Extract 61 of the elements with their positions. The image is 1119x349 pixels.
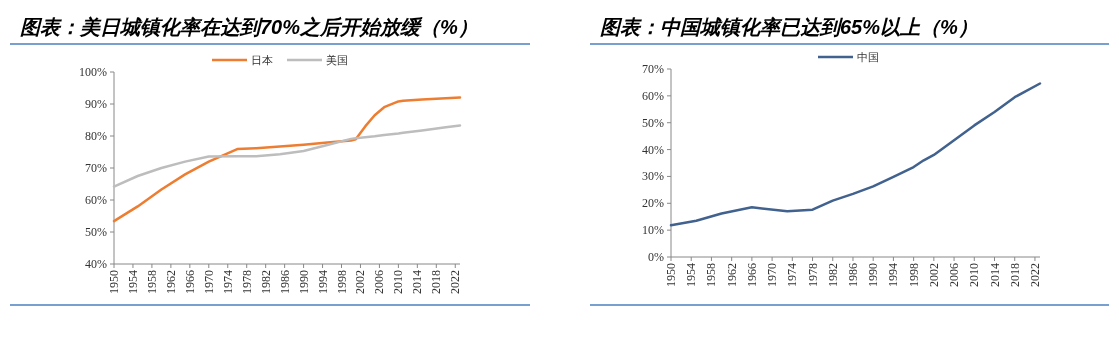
y-tick-label: 100% (79, 65, 107, 79)
x-tick-label: 2002 (926, 263, 941, 287)
y-tick-label: 0% (648, 250, 664, 264)
x-tick-label: 1970 (765, 263, 780, 287)
x-tick-label: 1974 (785, 263, 800, 287)
x-tick-label: 1962 (724, 263, 739, 287)
x-tick-label: 2006 (372, 270, 387, 294)
x-tick-label: 1990 (866, 263, 881, 287)
y-tick-label: 90% (85, 97, 107, 111)
chart-title: 图表：中国城镇化率已达到65%以上（%） (600, 16, 978, 38)
x-tick-label: 2002 (353, 270, 368, 294)
y-tick-label: 70% (85, 161, 107, 175)
x-tick-label: 1994 (886, 263, 901, 287)
y-tick-label: 80% (85, 129, 107, 143)
x-tick-label: 1982 (258, 270, 273, 294)
chart-title: 图表：美日城镇化率在达到70%之后开始放缓（%） (20, 16, 478, 38)
x-tick-label: 1994 (315, 270, 330, 294)
x-tick-label: 2014 (410, 270, 425, 294)
y-tick-label: 30% (642, 169, 664, 184)
x-tick-label: 1998 (906, 263, 921, 287)
y-tick-label: 60% (85, 193, 107, 207)
y-tick-label: 70% (642, 62, 664, 76)
x-tick-label: 2010 (967, 263, 982, 287)
x-tick-label: 1958 (144, 270, 159, 294)
x-tick-label: 2022 (1027, 263, 1042, 287)
legend-label: 日本 (251, 54, 273, 66)
x-tick-label: 1950 (664, 263, 678, 287)
x-tick-label: 1966 (182, 270, 197, 294)
line-series (669, 82, 1042, 227)
x-tick-label: 2018 (429, 270, 444, 294)
x-tick-label: 1950 (107, 270, 121, 294)
y-tick-label: 40% (85, 257, 107, 271)
x-tick-label: 1978 (805, 263, 820, 287)
x-tick-label: 1962 (163, 270, 178, 294)
x-tick-label: 1954 (684, 263, 699, 287)
line-series (112, 96, 462, 223)
x-tick-label: 2006 (947, 263, 962, 287)
x-tick-label: 1958 (704, 263, 719, 287)
x-tick-label: 2022 (448, 270, 463, 294)
line-series (112, 124, 462, 188)
x-tick-label: 1954 (125, 270, 140, 294)
x-tick-label: 1998 (334, 270, 349, 294)
x-tick-label: 1986 (277, 270, 292, 294)
y-tick-label: 60% (642, 88, 664, 103)
y-tick-label: 40% (642, 142, 664, 157)
x-tick-label: 2014 (987, 263, 1002, 287)
x-tick-label: 1974 (220, 270, 235, 294)
x-tick-label: 1990 (296, 270, 311, 294)
x-tick-label: 1978 (239, 270, 254, 294)
legend-label: 美国 (326, 54, 348, 66)
x-tick-label: 1982 (825, 263, 840, 287)
x-tick-label: 1970 (201, 270, 216, 294)
x-tick-label: 2018 (1007, 263, 1022, 287)
x-tick-label: 1986 (845, 263, 860, 287)
legend-label: 中国 (857, 51, 879, 63)
x-tick-label: 2010 (391, 270, 406, 294)
y-tick-label: 20% (642, 196, 664, 211)
y-tick-label: 10% (642, 223, 664, 238)
x-tick-label: 1966 (744, 263, 759, 287)
y-tick-label: 50% (642, 115, 664, 130)
y-tick-label: 50% (85, 225, 107, 239)
